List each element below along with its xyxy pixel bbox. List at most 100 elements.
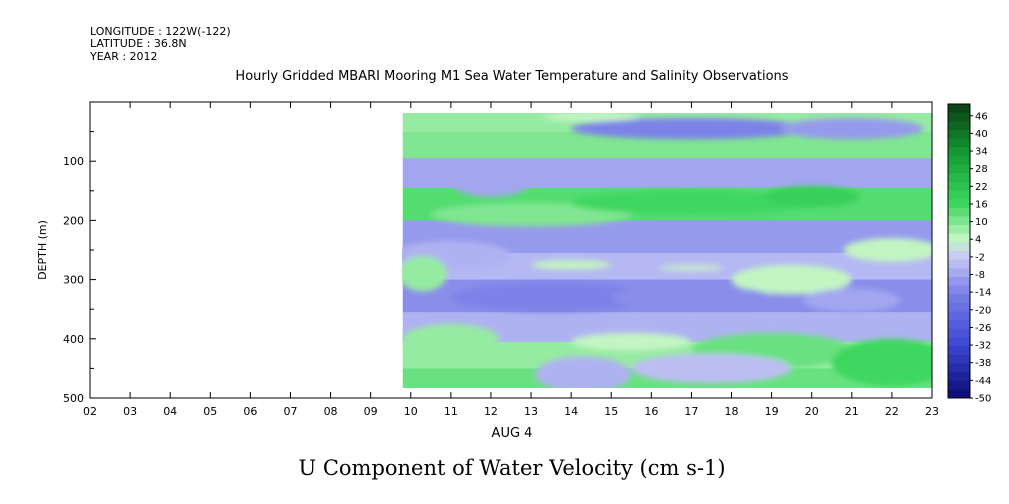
x-axis-label: AUG 4 [492, 426, 533, 441]
colorbar-swatch [948, 354, 970, 364]
x-tick-label: 13 [524, 405, 538, 418]
colorbar-tick-label: -8 [975, 270, 985, 281]
x-tick-label: 04 [163, 405, 177, 418]
colorbar-tick-label: 28 [975, 164, 988, 175]
y-tick-label: 500 [63, 392, 84, 405]
x-tick-label: 12 [484, 405, 498, 418]
colorbar-swatch [948, 294, 970, 304]
x-tick-label: 15 [604, 405, 618, 418]
colorbar-swatch [948, 233, 970, 243]
colorbar-swatch [948, 372, 970, 382]
heatmap-feature [779, 117, 924, 140]
colorbar-swatch [948, 346, 970, 356]
colorbar-swatch [948, 320, 970, 330]
colorbar-swatch [948, 337, 970, 347]
heatmap-feature [450, 282, 652, 313]
colorbar-swatch [948, 328, 970, 338]
x-tick-label: 14 [564, 405, 578, 418]
longitude-label: LONGITUDE : 122W(-122) [90, 25, 231, 38]
y-tick-label: 300 [63, 274, 84, 287]
colorbar-tick-label: -50 [975, 394, 991, 405]
heatmap-feature [450, 167, 532, 197]
heatmap-feature [631, 353, 792, 384]
colorbar-tick-label: 46 [975, 111, 988, 122]
colorbar-swatch [948, 104, 970, 114]
heatmap-feature [535, 356, 632, 388]
colorbar-swatch [948, 363, 970, 373]
x-tick-label: 16 [644, 405, 658, 418]
x-tick-label: 17 [684, 405, 698, 418]
latitude-label: LATITUDE : 36.8N [90, 37, 187, 50]
colorbar-tick-label: -38 [975, 358, 991, 369]
x-tick-label: 03 [123, 405, 137, 418]
x-tick-label: 20 [805, 405, 819, 418]
y-tick-label: 400 [63, 333, 84, 346]
colorbar-tick-label: -26 [975, 323, 991, 334]
colorbar-swatch [948, 268, 970, 278]
heatmap-feature [571, 190, 812, 215]
heatmap-feature [831, 338, 932, 387]
x-tick-label: 11 [444, 405, 458, 418]
y-axis: 100 200 300 400 500 [63, 101, 96, 405]
colorbar-swatch [948, 112, 970, 122]
x-tick-label: 08 [324, 405, 338, 418]
colorbar-swatch [948, 251, 970, 261]
colorbar-swatch [948, 242, 970, 252]
heatmap-feature [402, 324, 499, 354]
y-tick-label: 200 [63, 214, 84, 227]
x-tick-label: 22 [885, 405, 899, 418]
heatmap-feature [659, 264, 724, 272]
x-tick-label: 10 [404, 405, 418, 418]
heatmap-feature [543, 113, 640, 122]
colorbar-swatch [948, 225, 970, 235]
colorbar-swatch [948, 129, 970, 140]
colorbar-swatch [948, 311, 970, 321]
colorbar-swatch [948, 181, 970, 191]
plot-area [402, 113, 932, 388]
colorbar-tick-label: 10 [975, 217, 988, 228]
y-tick-label: 100 [63, 155, 84, 168]
heatmap-features [402, 113, 932, 388]
colorbar: 46 40 34 28 22 16 10 4 -2 -8 -14 -20 -26 -32 -38 -44 -50 [947, 103, 991, 405]
x-tick-label: 05 [203, 405, 217, 418]
colorbar-tick-label: 16 [975, 199, 988, 210]
colorbar-tick-label: -20 [975, 305, 991, 316]
colorbar-swatch [948, 199, 970, 209]
header-title: Hourly Gridded MBARI Mooring M1 Sea Wate… [235, 69, 788, 84]
year-label: YEAR : 2012 [89, 50, 158, 63]
colorbar-swatch [948, 302, 970, 313]
colorbar-swatch [948, 155, 970, 166]
heatmap-feature [571, 117, 812, 140]
colorbar-swatch [948, 147, 970, 157]
colorbar-swatch [948, 207, 970, 217]
colorbar-swatch [948, 276, 970, 287]
heatmap-feature [571, 332, 692, 351]
colorbar-swatch [948, 389, 970, 399]
heatmap-feature [611, 285, 772, 310]
heatmap-feature [803, 288, 900, 313]
colorbar-swatch [948, 173, 970, 183]
colorbar-tick-label: -2 [975, 252, 985, 263]
x-tick-label: 18 [725, 405, 739, 418]
colorbar-swatch [948, 380, 970, 390]
colorbar-swatch [948, 138, 970, 148]
colorbar-swatch [948, 164, 970, 174]
colorbar-swatch [948, 121, 970, 131]
colorbar-tick-label: 4 [975, 235, 981, 246]
y-axis-label: DEPTH (m) [36, 220, 49, 280]
x-axis: 02 03 04 05 06 07 08 09 10 11 12 13 14 15 16 17 18 19 20 21… [83, 102, 939, 418]
colorbar-swatch [948, 285, 970, 295]
heatmap-feature [430, 202, 632, 227]
x-tick-label: 21 [845, 405, 859, 418]
heatmap-feature [763, 186, 860, 208]
x-tick-label: 19 [765, 405, 779, 418]
chart-title: U Component of Water Velocity (cm s-1) [298, 456, 725, 480]
colorbar-tick-label: -44 [975, 376, 991, 387]
x-tick-label: 07 [283, 405, 297, 418]
colorbar-swatch [948, 259, 970, 269]
colorbar-swatch [948, 190, 970, 200]
colorbar-swatch [948, 216, 970, 226]
x-tick-label: 23 [925, 405, 939, 418]
x-tick-label: 06 [243, 405, 257, 418]
